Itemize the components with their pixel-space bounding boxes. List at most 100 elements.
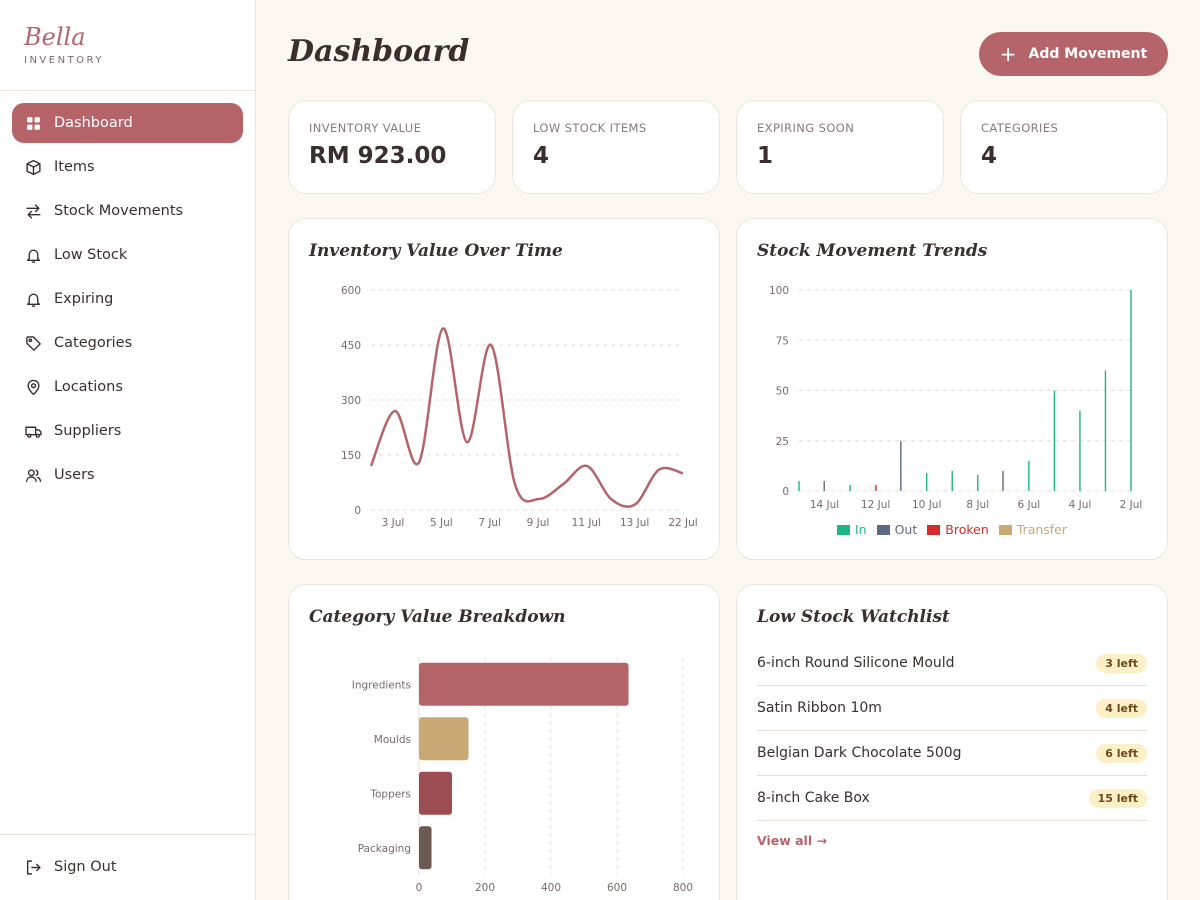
map-pin-icon bbox=[24, 378, 42, 396]
watchlist-row[interactable]: Belgian Dark Chocolate 500g 6 left bbox=[757, 731, 1147, 776]
category-value-chart: 0 200 400 600 800 Ingredients Moulds Toppers Pac… bbox=[352, 657, 693, 894]
sidebar-item-suppliers[interactable]: Suppliers bbox=[12, 411, 243, 451]
legend-swatch bbox=[836, 524, 850, 535]
card-title: Stock Movement Trends bbox=[757, 241, 988, 261]
brand-name[interactable]: Bella bbox=[24, 23, 86, 51]
sidebar-item-locations[interactable]: Locations bbox=[12, 367, 243, 407]
watchlist-row[interactable]: 8-inch Cake Box 15 left bbox=[757, 776, 1147, 821]
view-all-link[interactable]: View all → bbox=[757, 833, 827, 848]
category-bar bbox=[419, 717, 469, 761]
sidebar-item-label: Locations bbox=[54, 379, 123, 395]
sidebar-item-label: Suppliers bbox=[54, 423, 122, 439]
stock-movement-card: Stock Movement Trends 0 25 50 75 100 14 Jul 12… bbox=[736, 218, 1168, 560]
sidebar-item-users[interactable]: Users bbox=[12, 455, 243, 495]
sidebar-item-stock-movements[interactable]: Stock Movements bbox=[12, 191, 243, 231]
low-stock-watchlist-card: Low Stock Watchlist 6-inch Round Silicon… bbox=[736, 584, 1168, 900]
x-tick-label: 9 Jul bbox=[527, 517, 550, 529]
card-title: Low Stock Watchlist bbox=[757, 607, 950, 627]
stat-card-low-stock-items: LOW STOCK ITEMS 4 bbox=[512, 100, 720, 194]
stat-label: LOW STOCK ITEMS bbox=[533, 121, 647, 135]
stat-card-inventory-value: INVENTORY VALUE RM 923.00 bbox=[288, 100, 496, 194]
legend-swatch bbox=[927, 524, 941, 535]
sidebar-item-low-stock[interactable]: Low Stock bbox=[12, 235, 243, 275]
stat-label: EXPIRING SOON bbox=[757, 121, 855, 135]
truck-icon bbox=[24, 422, 42, 440]
card-title: Inventory Value Over Time bbox=[309, 241, 563, 261]
x-tick-label: 4 Jul bbox=[1069, 499, 1092, 511]
stat-value: 1 bbox=[757, 143, 774, 169]
stock-left-badge: 4 left bbox=[1096, 698, 1147, 718]
watchlist-item-name: Belgian Dark Chocolate 500g bbox=[757, 745, 962, 761]
sidebar-item-label: Users bbox=[54, 467, 95, 483]
legend-swatch bbox=[876, 524, 890, 535]
y-tick-label: Moulds bbox=[374, 734, 411, 746]
stat-label: CATEGORIES bbox=[981, 121, 1059, 135]
x-tick-label: 3 Jul bbox=[382, 517, 405, 529]
x-tick-label: 10 Jul bbox=[912, 499, 941, 511]
plus-icon: + bbox=[999, 42, 1017, 66]
page-title: Dashboard bbox=[288, 34, 470, 69]
box-icon bbox=[24, 158, 42, 176]
x-tick-label: 13 Jul bbox=[620, 517, 649, 529]
sidebar-item-label: Expiring bbox=[54, 291, 114, 307]
x-tick-label: 200 bbox=[475, 882, 495, 894]
bell-icon bbox=[24, 246, 42, 264]
sidebar-footer: Sign Out bbox=[0, 834, 255, 900]
legend-item-in[interactable]: In bbox=[836, 522, 867, 537]
sign-out-icon bbox=[24, 858, 42, 876]
stock-left-badge: 15 left bbox=[1088, 788, 1147, 808]
stat-value: 4 bbox=[533, 143, 550, 169]
brand-subtitle: INVENTORY bbox=[24, 55, 104, 66]
users-icon bbox=[24, 466, 42, 484]
sidebar-item-label: Categories bbox=[54, 335, 133, 351]
y-tick-label: Ingredients bbox=[352, 679, 411, 691]
category-bar bbox=[419, 662, 629, 706]
sidebar-item-dashboard[interactable]: Dashboard bbox=[12, 103, 243, 143]
watchlist-row[interactable]: 6-inch Round Silicone Mould 3 left bbox=[757, 641, 1147, 686]
stat-value: 4 bbox=[981, 143, 998, 169]
y-tick-label: 100 bbox=[769, 285, 789, 297]
x-tick-label: 800 bbox=[673, 882, 693, 894]
sidebar-item-label: Low Stock bbox=[54, 247, 128, 263]
arrows-icon bbox=[24, 202, 42, 220]
add-movement-button[interactable]: + Add Movement bbox=[979, 32, 1168, 76]
x-tick-label: 400 bbox=[541, 882, 561, 894]
category-bar bbox=[419, 771, 452, 815]
sidebar-item-label: Stock Movements bbox=[54, 203, 184, 219]
sidebar-item-categories[interactable]: Categories bbox=[12, 323, 243, 363]
card-title: Category Value Breakdown bbox=[309, 607, 566, 627]
tag-icon bbox=[24, 334, 42, 352]
sign-out-label: Sign Out bbox=[54, 859, 117, 875]
inventory-value-chart: 0 150 300 450 600 3 Jul 5 Jul 7 Jul 9 Jul 11 Jul 1… bbox=[341, 285, 698, 529]
page-header: Dashboard + Add Movement bbox=[288, 32, 1168, 76]
sidebar-item-label: Dashboard bbox=[54, 115, 133, 131]
legend-label: Out bbox=[894, 522, 918, 537]
x-tick-label: 14 Jul bbox=[810, 499, 839, 511]
legend-label: Transfer bbox=[1016, 522, 1068, 537]
y-tick-label: 450 bbox=[341, 340, 361, 352]
y-tick-label: Toppers bbox=[369, 788, 411, 800]
sidebar-nav: Dashboard Items Stock Movements Low Stoc… bbox=[0, 91, 255, 495]
add-movement-label: Add Movement bbox=[1028, 46, 1148, 62]
x-tick-label: 8 Jul bbox=[966, 499, 989, 511]
legend-item-transfer[interactable]: Transfer bbox=[998, 522, 1068, 537]
sign-out-button[interactable]: Sign Out bbox=[12, 847, 243, 887]
x-tick-label: 22 Jul bbox=[668, 517, 697, 529]
y-tick-label: 0 bbox=[782, 486, 789, 498]
sidebar-item-label: Items bbox=[54, 159, 95, 175]
stock-left-badge: 3 left bbox=[1096, 653, 1147, 673]
sidebar-item-expiring[interactable]: Expiring bbox=[12, 279, 243, 319]
x-tick-label: 6 Jul bbox=[1018, 499, 1041, 511]
watchlist-row[interactable]: Satin Ribbon 10m 4 left bbox=[757, 686, 1147, 731]
x-tick-label: 5 Jul bbox=[430, 517, 453, 529]
x-tick-label: 600 bbox=[607, 882, 627, 894]
y-tick-label: 75 bbox=[776, 335, 789, 347]
category-bar bbox=[419, 826, 432, 870]
sidebar-item-items[interactable]: Items bbox=[12, 147, 243, 187]
x-tick-label: 12 Jul bbox=[861, 499, 890, 511]
legend-item-broken[interactable]: Broken bbox=[927, 522, 989, 537]
stat-card-expiring-soon: EXPIRING SOON 1 bbox=[736, 100, 944, 194]
brand: Bella INVENTORY bbox=[0, 0, 255, 91]
legend-item-out[interactable]: Out bbox=[876, 522, 918, 537]
stat-value: RM 923.00 bbox=[309, 143, 447, 169]
